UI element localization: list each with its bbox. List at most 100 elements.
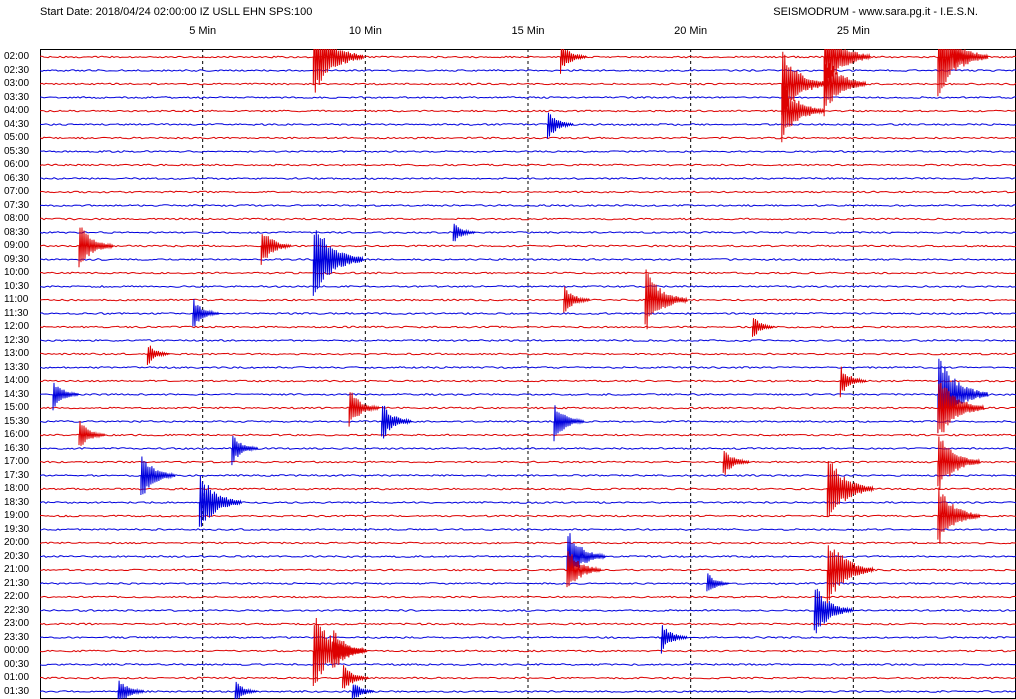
seismic-event	[348, 392, 380, 427]
trace-line	[40, 555, 1016, 558]
seismic-event	[332, 630, 368, 668]
trace-line	[40, 541, 1016, 545]
trace-line	[40, 406, 1016, 410]
trace-line	[40, 595, 1016, 599]
trace-line	[40, 271, 1016, 275]
trace-line	[40, 622, 1016, 626]
seismic-event	[752, 318, 775, 337]
y-tick-label: 10:30	[4, 280, 30, 292]
y-tick-label: 14:30	[4, 388, 30, 400]
y-tick-label: 20:30	[4, 550, 30, 562]
trace-line	[40, 285, 1016, 288]
seismic-event	[198, 475, 242, 527]
y-tick-label: 15:30	[4, 415, 30, 427]
seismic-event	[351, 684, 375, 699]
seismic-event	[560, 49, 587, 74]
trace-line	[40, 82, 1016, 86]
y-tick-label: 22:00	[4, 591, 30, 602]
seismic-event	[381, 405, 413, 439]
x-tick-label: 20 Min	[674, 25, 708, 37]
seismic-event	[566, 551, 602, 588]
y-tick-label: 23:00	[4, 618, 30, 629]
trace-line	[40, 109, 1016, 113]
trace-line	[40, 258, 1016, 261]
seismic-event	[937, 382, 985, 434]
seismic-event	[660, 625, 688, 654]
trace-line	[40, 366, 1016, 369]
seismic-event	[563, 286, 591, 313]
seismic-event	[826, 545, 874, 604]
trace-line	[40, 474, 1016, 477]
trace-line	[40, 690, 1016, 693]
y-tick-label: 16:30	[4, 442, 30, 454]
y-tick-label: 08:30	[4, 226, 30, 238]
trace-line	[40, 123, 1016, 126]
seismic-event	[192, 298, 220, 327]
y-tick-label: 16:00	[4, 429, 30, 440]
seismic-event	[823, 49, 871, 86]
trace-line	[40, 325, 1016, 329]
y-tick-label: 07:30	[4, 199, 30, 211]
trace-line	[40, 433, 1016, 437]
y-tick-label: 23:30	[4, 631, 30, 643]
seismogram-plot	[40, 49, 1016, 699]
x-tick-label: 10 Min	[348, 25, 382, 37]
trace-line	[40, 663, 1016, 666]
y-tick-label: 09:00	[4, 240, 30, 251]
seismic-event	[937, 436, 981, 490]
y-tick-label: 07:00	[4, 186, 30, 197]
trace-line	[40, 420, 1016, 423]
seismic-event	[452, 223, 476, 242]
trace-line	[40, 298, 1016, 302]
y-tick-label: 09:30	[4, 253, 30, 265]
y-tick-label: 22:30	[4, 604, 30, 616]
seismic-event	[52, 382, 80, 411]
y-tick-label: 04:00	[4, 105, 30, 116]
seismic-event	[953, 50, 977, 69]
y-tick-label: 11:30	[4, 307, 29, 319]
seismic-event	[140, 456, 176, 496]
trace-line	[40, 190, 1016, 194]
y-tick-label: 18:30	[4, 496, 30, 508]
y-tick-label: 02:00	[4, 51, 30, 62]
seismic-event	[78, 420, 106, 446]
trace-line	[40, 514, 1016, 518]
seismic-event	[937, 487, 981, 545]
y-tick-label: 13:30	[4, 361, 30, 373]
seismic-event	[234, 681, 258, 699]
seismic-event	[839, 366, 867, 398]
y-tick-label: 04:30	[4, 118, 30, 130]
y-tick-label: 10:00	[4, 267, 30, 278]
seismic-event	[781, 51, 829, 115]
trace-line	[40, 150, 1016, 153]
y-tick-label: 03:30	[4, 91, 30, 103]
seismic-event	[644, 269, 688, 330]
trace-line	[40, 393, 1016, 396]
trace-line	[40, 528, 1016, 531]
y-tick-label: 05:00	[4, 132, 30, 143]
chart-header-source-info: SEISMODRUM - www.sara.pg.it - I.E.S.N.	[773, 6, 978, 18]
seismic-event	[826, 460, 874, 517]
seismic-event	[117, 680, 145, 699]
seismic-event	[553, 405, 585, 442]
seismic-event	[823, 63, 867, 117]
y-tick-label: 08:00	[4, 213, 30, 224]
seismic-event	[312, 49, 364, 93]
y-tick-label: 20:00	[4, 537, 30, 548]
y-tick-label: 19:00	[4, 510, 30, 521]
trace-line	[40, 136, 1016, 140]
seismic-event	[312, 230, 364, 296]
trace-line	[40, 69, 1016, 72]
seismogram-svg	[40, 49, 1016, 699]
seismic-event	[781, 83, 825, 143]
y-tick-label: 12:00	[4, 321, 30, 332]
trace-line	[40, 96, 1016, 99]
y-tick-label: 05:30	[4, 145, 30, 157]
seismic-event	[547, 112, 574, 139]
trace-line	[40, 177, 1016, 180]
y-tick-label: 21:00	[4, 564, 30, 575]
y-tick-label: 01:00	[4, 672, 30, 683]
trace-line	[40, 636, 1016, 639]
y-tick-label: 13:00	[4, 348, 30, 359]
x-tick-label: 15 Min	[511, 25, 545, 37]
